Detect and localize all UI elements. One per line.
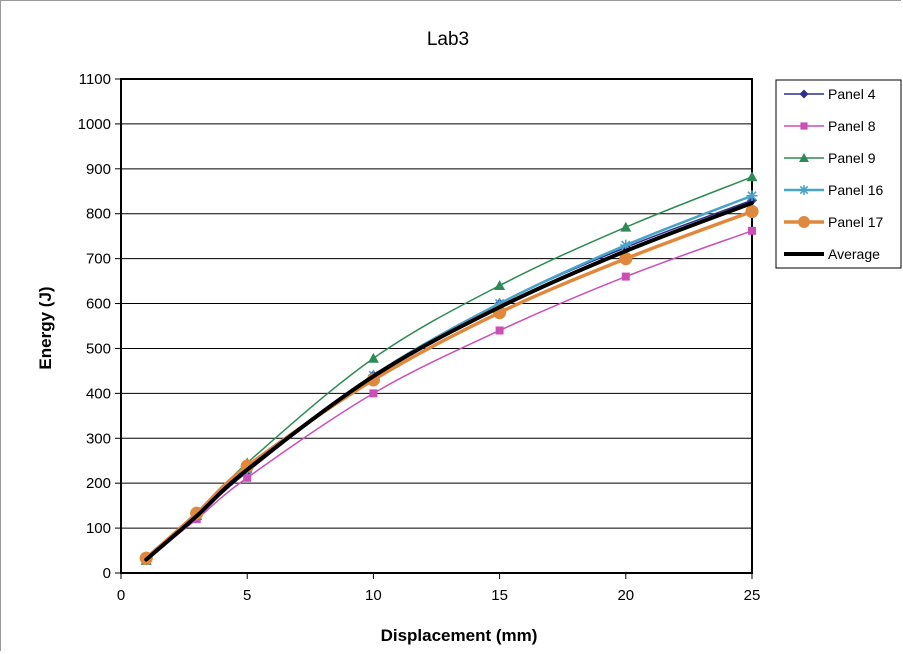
x-axis-title: Displacement (mm) bbox=[381, 626, 538, 645]
y-tick-label: 0 bbox=[103, 565, 111, 582]
legend-marker bbox=[799, 153, 809, 162]
legend-box bbox=[775, 79, 902, 269]
legend-marker bbox=[800, 122, 808, 130]
data-point bbox=[495, 326, 504, 335]
legend-item: Panel 8 bbox=[784, 118, 876, 134]
legend-label: Panel 4 bbox=[828, 86, 876, 102]
x-tick-label: 15 bbox=[491, 587, 508, 604]
data-point bbox=[748, 226, 756, 235]
legend-label: Panel 16 bbox=[828, 182, 883, 198]
x-tick-label: 0 bbox=[117, 587, 125, 604]
y-tick-label: 1100 bbox=[79, 71, 111, 88]
series-average bbox=[144, 200, 754, 562]
legend-item: Average bbox=[784, 246, 880, 262]
data-point bbox=[746, 171, 758, 182]
legend-label: Panel 9 bbox=[828, 150, 876, 166]
y-axis-title: Energy (J) bbox=[36, 286, 55, 369]
gridlines bbox=[121, 123, 752, 529]
x-tick-label: 20 bbox=[617, 587, 634, 604]
data-point bbox=[243, 473, 252, 482]
x-tick-label: 25 bbox=[744, 587, 761, 604]
series-line bbox=[144, 200, 754, 562]
data-point bbox=[619, 252, 633, 266]
y-tick-label: 900 bbox=[86, 161, 111, 178]
x-tick-label: 5 bbox=[243, 587, 251, 604]
plot-area-border bbox=[120, 78, 753, 574]
y-tick-label: 300 bbox=[86, 430, 111, 447]
legend-label: Panel 8 bbox=[828, 118, 876, 134]
series-panel-8 bbox=[142, 226, 756, 564]
y-tick-label: 200 bbox=[86, 475, 111, 492]
data-point bbox=[494, 280, 506, 290]
x-tick-label: 10 bbox=[365, 587, 382, 604]
legend: Panel 4 Panel 8 Panel 9 Panel 16 Panel 17 Ave… bbox=[775, 79, 902, 269]
legend-item: Panel 4 bbox=[784, 86, 876, 102]
series-panel-4 bbox=[141, 195, 757, 566]
y-tick-label: 1000 bbox=[78, 116, 111, 133]
series-layer bbox=[139, 171, 759, 566]
legend-marker bbox=[799, 185, 809, 195]
series-line bbox=[145, 176, 753, 562]
data-point bbox=[620, 221, 632, 232]
y-tick-label: 100 bbox=[86, 520, 111, 537]
series-line bbox=[144, 194, 754, 559]
y-tick-label: 400 bbox=[86, 385, 111, 402]
series-line bbox=[145, 199, 753, 562]
axes: 0 100 200 300 400 500 600 700 800 900 1000 1100 0 5 10… bbox=[78, 71, 761, 604]
y-tick-label: 500 bbox=[86, 340, 111, 357]
y-tick-label: 700 bbox=[86, 251, 111, 268]
y-tick-label: 600 bbox=[86, 296, 111, 313]
legend-label: Panel 17 bbox=[828, 214, 883, 230]
legend-item: Panel 9 bbox=[784, 150, 876, 166]
legend-label: Average bbox=[828, 246, 880, 262]
legend-marker bbox=[799, 89, 809, 99]
legend-item: Panel 17 bbox=[784, 214, 883, 230]
y-tick-label: 800 bbox=[86, 206, 111, 223]
data-point bbox=[746, 190, 758, 202]
data-point bbox=[745, 204, 759, 219]
series-line bbox=[145, 230, 753, 561]
data-point bbox=[367, 352, 379, 363]
legend-marker bbox=[798, 216, 810, 228]
chart-title: Lab3 bbox=[427, 29, 469, 50]
data-point bbox=[369, 389, 378, 398]
series-panel-16 bbox=[140, 190, 758, 563]
data-point bbox=[621, 272, 630, 281]
legend-item: Panel 16 bbox=[784, 182, 883, 198]
